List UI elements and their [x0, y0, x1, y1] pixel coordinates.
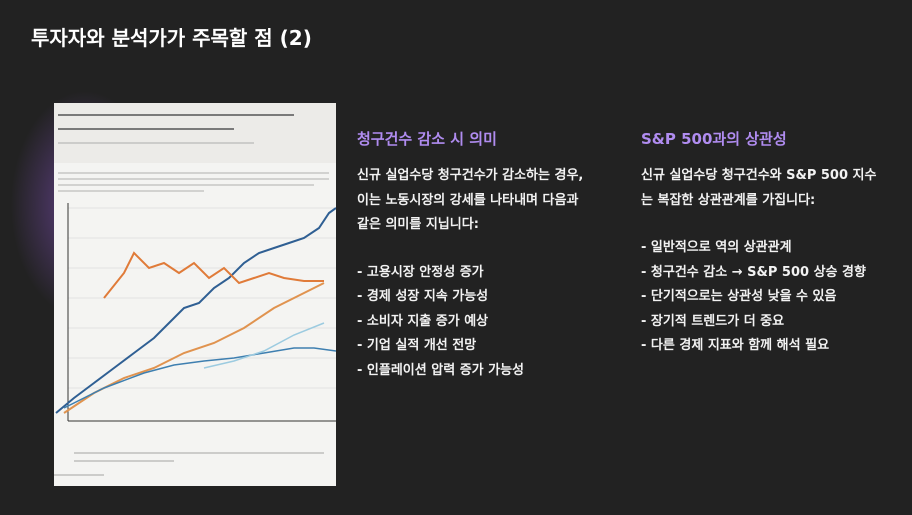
list-item: - 경제 성장 지속 가능성	[357, 289, 489, 304]
chart-illustration	[54, 103, 336, 486]
list-item: - 청구건수 감소 → S&P 500 상승 경향	[641, 264, 866, 280]
paragraph-line: 같은 의미를 지닙니다:	[357, 217, 479, 232]
list-item: - 인플레이션 압력 증가 가능성	[357, 362, 525, 378]
column-heading: S&P 500과의 상관성	[641, 130, 787, 148]
column-heading: 청구건수 감소 시 의미	[357, 130, 497, 148]
paragraph-line: 는 복잡한 상관관계를 가집니다:	[641, 192, 816, 208]
slide-title: 투자자와 분석가가 주목할 점 (2)	[31, 26, 312, 50]
list-item: - 기업 실적 개선 전망	[357, 338, 477, 353]
paragraph-line: 신규 실업수당 청구건수가 감소하는 경우,	[357, 168, 584, 183]
list-item: - 일반적으로 역의 상관관계	[641, 240, 792, 255]
list-item: - 장기적 트렌드가 더 중요	[641, 313, 785, 329]
list-item: - 소비자 지출 증가 예상	[357, 313, 489, 329]
list-item: - 고용시장 안정성 증가	[357, 264, 484, 280]
paragraph-line: 이는 노동시장의 강세를 나타내며 다음과	[357, 192, 579, 208]
list-item: - 단기적으로는 상관성 낮을 수 있음	[641, 289, 837, 304]
paragraph-line: 신규 실업수당 청구건수와 S&P 500 지수	[641, 168, 877, 183]
list-item: - 다른 경제 지표와 함께 해석 필요	[641, 338, 830, 353]
